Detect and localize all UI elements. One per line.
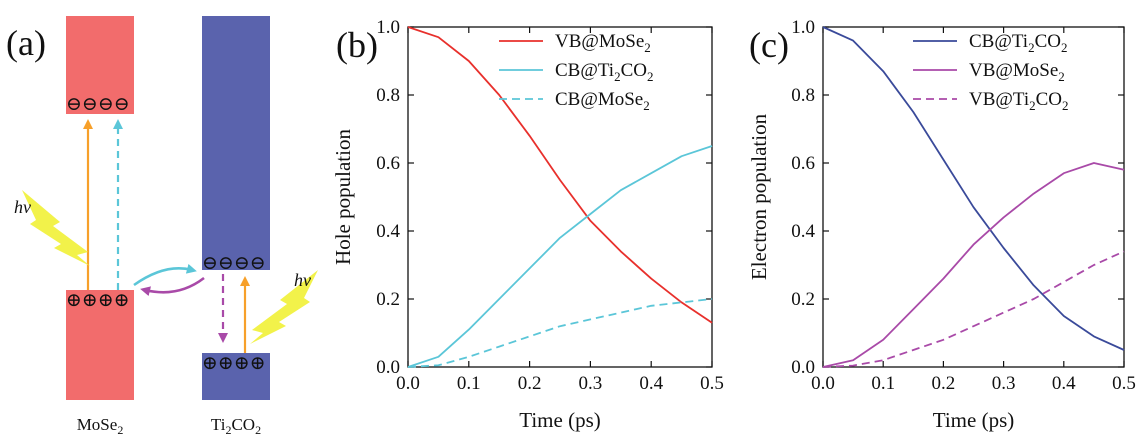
series-line-0: [822, 26, 1125, 351]
series-line-2: [407, 298, 713, 368]
panel-label: (c): [749, 25, 789, 65]
left-hv-label: hv: [14, 197, 31, 217]
mose2-valence-band: [66, 290, 134, 400]
x-tick-label: 0.1: [871, 373, 895, 394]
y-tick-label: 0.0: [791, 357, 815, 378]
series-line-1: [822, 162, 1125, 368]
plot-frame: [822, 26, 1125, 368]
legend-label: VB@Ti2CO2: [969, 89, 1069, 113]
legend-label: VB@MoSe2: [555, 31, 651, 55]
x-tick-label: 0.3: [992, 373, 1016, 394]
y-tick-label: 0.4: [791, 221, 815, 242]
ti2co2-holes: ⊕⊕⊕⊕: [202, 353, 266, 374]
x-axis-label: Time (ps): [933, 408, 1015, 432]
y-axis-label: Hole population: [331, 129, 355, 265]
series-line-1: [407, 145, 713, 368]
ti2co2-label: Ti2CO2: [211, 415, 261, 437]
x-tick-label: 0.4: [639, 373, 663, 394]
legend-label: CB@Ti2CO2: [555, 60, 653, 84]
series-line-0: [407, 26, 713, 324]
mose2-label: MoSe2: [77, 415, 124, 437]
legend-label: CB@MoSe2: [555, 89, 650, 113]
right-hv-label: hv: [294, 270, 311, 290]
mose2-electrons: ⊖⊖⊖⊖: [66, 94, 130, 115]
y-tick-label: 0.6: [791, 153, 815, 174]
plot-frame: [407, 26, 713, 368]
y-tick-label: 1.0: [376, 17, 400, 38]
ti2co2-valence-band: [202, 353, 270, 400]
y-tick-label: 0.2: [791, 289, 815, 310]
x-tick-label: 0.3: [579, 373, 603, 394]
y-tick-label: 0.4: [376, 221, 400, 242]
hole-transfer-arrow: [133, 263, 197, 287]
ti2co2-electrons: ⊖⊖⊖⊖: [202, 253, 266, 274]
panel-label: (b): [336, 25, 378, 65]
left-lightning-icon: [22, 190, 90, 266]
x-tick-label: 0.2: [518, 373, 542, 394]
y-tick-label: 0.6: [376, 153, 400, 174]
right-lightning-icon: [250, 270, 318, 344]
legend-label: CB@Ti2CO2: [969, 31, 1067, 55]
y-tick-label: 0.0: [376, 357, 400, 378]
y-tick-label: 0.8: [376, 85, 400, 106]
x-tick-label: 0.0: [811, 373, 835, 394]
panel-a-label: (a): [6, 23, 46, 63]
panel-a: (a) ⊖⊖⊖⊖ ⊖⊖⊖⊖ ⊕⊕⊕⊕ ⊕⊕⊕⊕ hv hv MoSe2 Ti2C…: [6, 16, 318, 437]
y-tick-label: 1.0: [791, 17, 815, 38]
x-tick-label: 0.5: [1112, 373, 1136, 394]
x-tick-label: 0.5: [700, 373, 724, 394]
x-tick-label: 0.4: [1052, 373, 1076, 394]
panel-b-chart: (b) 0.0 0.1 0.2 0.3 0.4 0.5 0.0 0.2 0.4 0.6 0.8 1.0 T…: [331, 17, 724, 432]
series-line-2: [822, 250, 1125, 368]
mose2-holes: ⊕⊕⊕⊕: [66, 290, 130, 311]
x-tick-label: 0.2: [932, 373, 956, 394]
y-axis-label: Electron population: [747, 113, 771, 280]
panel-c-chart: (c) 0.0 0.1 0.2 0.3 0.4 0.5 0.0 0.2 0.4 0.6 0.8 1.0 T…: [747, 17, 1136, 432]
legend-label: VB@MoSe2: [969, 60, 1065, 84]
mose2-conduction-band: [66, 16, 134, 114]
y-tick-label: 0.8: [791, 85, 815, 106]
x-tick-label: 0.1: [457, 373, 481, 394]
x-axis-label: Time (ps): [519, 408, 601, 432]
y-tick-label: 0.2: [376, 289, 400, 310]
electron-transfer-arrow: [140, 276, 205, 297]
x-tick-label: 0.0: [396, 373, 420, 394]
ti2co2-conduction-band: [202, 16, 270, 270]
